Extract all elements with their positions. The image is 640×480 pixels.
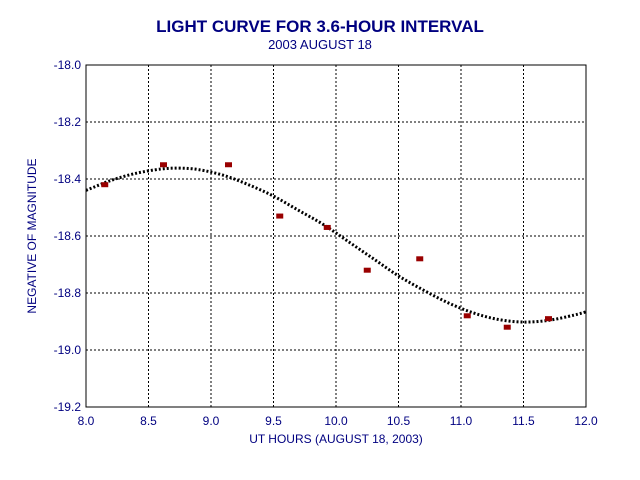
x-tick-label: 11.5 (512, 414, 535, 428)
x-tick-label: 10.0 (324, 414, 348, 428)
plot-frame (85, 64, 587, 408)
x-tick-label: 9.5 (265, 414, 282, 428)
x-axis-label: UT HOURS (AUGUST 18, 2003) (249, 432, 423, 446)
chart-subtitle: 2003 AUGUST 18 (268, 37, 372, 52)
data-point (363, 267, 371, 273)
data-point (416, 256, 424, 262)
data-point (225, 162, 232, 168)
data-point (276, 213, 284, 219)
x-tick-label: 8.5 (140, 414, 157, 428)
x-tick-label: 12.0 (574, 414, 598, 428)
y-tick-label: -19.2 (54, 400, 82, 414)
y-tick-label: -18.6 (54, 229, 82, 243)
data-point (545, 316, 552, 322)
x-tick-label: 9.0 (203, 414, 220, 428)
x-tick-label: 10.5 (387, 414, 411, 428)
y-axis-label: NEGATIVE OF MAGNITUDE (25, 158, 39, 313)
x-tick-labels: 8.0 8.5 9.0 9.5 10.0 10.5 11.0 11.5 12.0 (78, 414, 598, 428)
y-tick-label: -18.8 (54, 286, 82, 300)
y-tick-labels: -18.0 -18.2 -18.4 -18.6 -18.8 -19.0 -19.2 (54, 58, 82, 414)
data-point (463, 313, 471, 319)
y-tick-label: -19.0 (54, 343, 82, 357)
grid-lines (86, 65, 586, 407)
y-tick-label: -18.4 (54, 172, 82, 186)
data-point (323, 224, 331, 230)
data-point (503, 324, 511, 330)
y-tick-label: -18.0 (54, 58, 82, 72)
data-point (101, 182, 109, 188)
data-points (101, 162, 552, 330)
x-tick-label: 8.0 (78, 414, 95, 428)
data-point (160, 162, 167, 168)
y-tick-label: -18.2 (54, 115, 82, 129)
chart-title: LIGHT CURVE FOR 3.6-HOUR INTERVAL (156, 17, 484, 36)
fit-curve-line (85, 166, 587, 324)
x-tick-label: 11.0 (450, 414, 473, 428)
